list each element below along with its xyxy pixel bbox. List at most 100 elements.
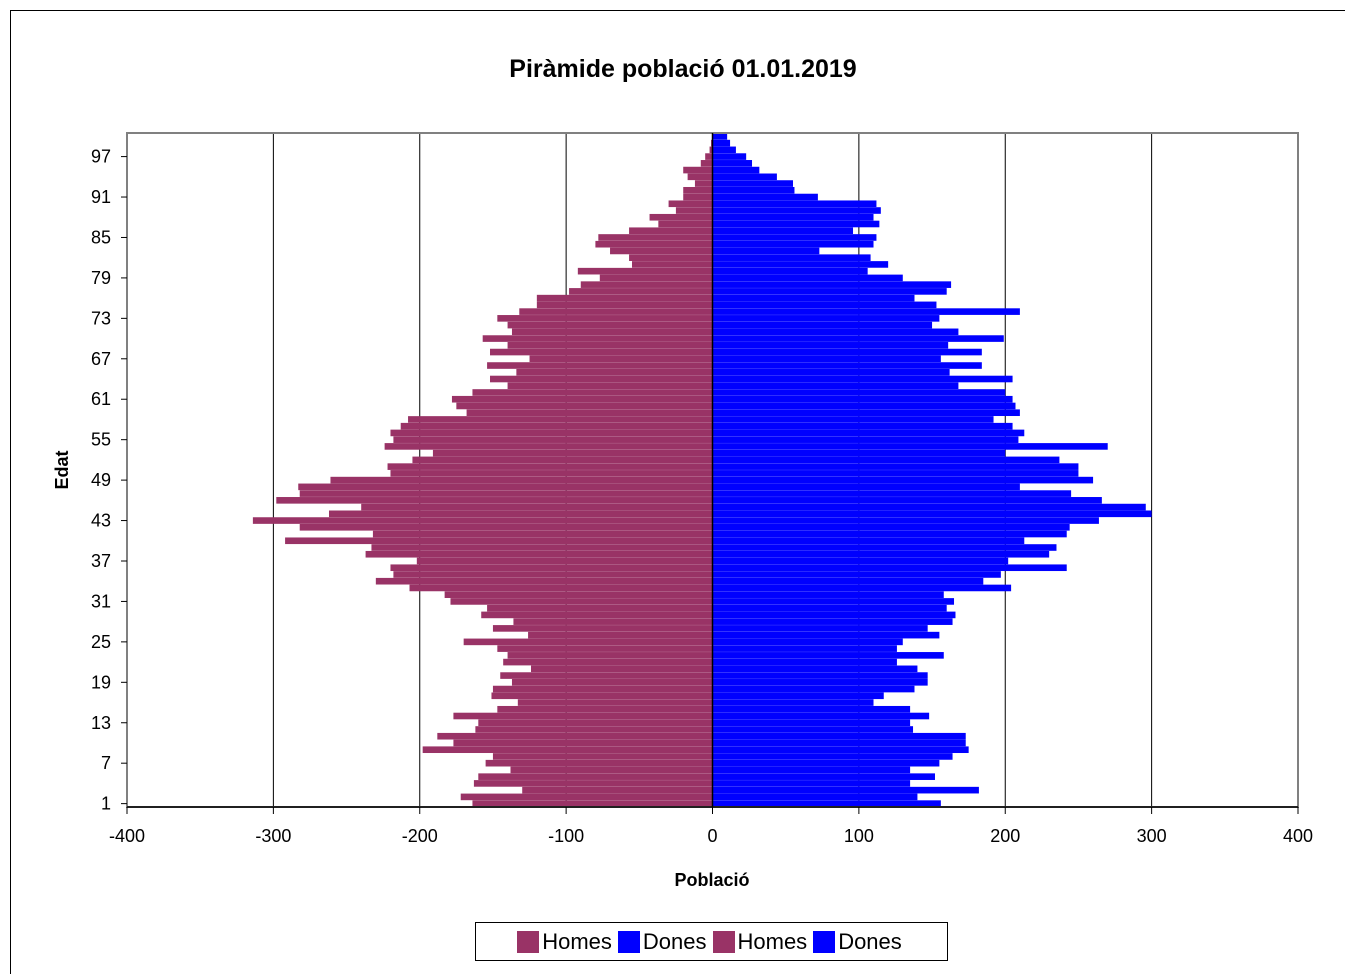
bar-dones-2 (712, 793, 918, 801)
bar-dones-79 (712, 274, 903, 282)
bar-dones-59 (712, 409, 1020, 417)
bar-homes-98 (709, 146, 713, 154)
legend-item: Dones (617, 929, 707, 955)
bar-dones-24 (712, 645, 897, 652)
bar-dones-22 (712, 658, 897, 666)
y-tick-label: 13 (91, 713, 111, 733)
bar-homes-31 (450, 598, 713, 605)
x-tick-label: 200 (990, 826, 1020, 846)
bar-homes-55 (393, 436, 713, 443)
bar-dones-86 (712, 227, 854, 235)
y-tick-label: 79 (91, 268, 111, 288)
bar-homes-83 (610, 247, 713, 255)
bar-dones-91 (712, 193, 818, 201)
bar-homes-10 (453, 739, 713, 747)
bar-homes-81 (631, 261, 713, 268)
y-tick-label: 55 (91, 430, 111, 450)
bar-homes-96 (700, 160, 713, 167)
bar-dones-19 (712, 679, 928, 686)
bar-dones-75 (712, 301, 937, 309)
legend-swatch (813, 930, 836, 953)
bar-dones-57 (712, 422, 1013, 430)
bar-dones-16 (712, 699, 874, 706)
bar-dones-50 (712, 470, 1079, 477)
bar-homes-39 (371, 544, 713, 551)
bar-dones-61 (712, 395, 1013, 403)
bar-dones-7 (712, 759, 940, 767)
bar-homes-43 (252, 517, 713, 524)
bar-homes-92 (683, 186, 713, 194)
bar-homes-40 (285, 537, 713, 545)
bar-dones-64 (712, 375, 1013, 383)
bar-dones-81 (712, 261, 889, 268)
bar-dones-49 (712, 476, 1094, 484)
bar-dones-84 (712, 240, 874, 248)
bar-dones-93 (712, 180, 794, 187)
bar-homes-79 (599, 274, 713, 282)
bar-dones-17 (712, 692, 884, 700)
x-tick-label: 400 (1283, 826, 1313, 846)
bar-dones-46 (712, 497, 1102, 504)
bar-dones-52 (712, 456, 1060, 464)
bar-dones-15 (712, 705, 911, 713)
bar-dones-31 (712, 598, 955, 605)
bar-homes-74 (519, 308, 713, 315)
bar-homes-18 (492, 685, 713, 693)
bar-dones-27 (712, 625, 928, 632)
bar-dones-20 (712, 672, 928, 679)
bar-dones-56 (712, 429, 1025, 437)
y-tick-label: 61 (91, 389, 111, 409)
bar-homes-70 (482, 335, 713, 342)
bar-dones-42 (712, 523, 1070, 531)
bar-dones-74 (712, 308, 1020, 315)
bar-homes-29 (481, 611, 713, 619)
bar-homes-62 (472, 389, 713, 396)
bar-dones-87 (712, 220, 880, 228)
x-axis-label: Població (674, 870, 749, 890)
bar-homes-5 (478, 773, 713, 780)
bar-homes-7 (485, 759, 713, 767)
bar-dones-58 (712, 416, 994, 423)
bar-dones-10 (712, 739, 966, 747)
bar-dones-25 (712, 638, 903, 646)
bar-dones-53 (712, 449, 1006, 457)
bar-dones-83 (712, 247, 820, 255)
bar-homes-13 (478, 719, 713, 727)
bar-dones-72 (712, 321, 933, 329)
chart-frame (10, 10, 1345, 974)
bar-homes-75 (536, 301, 713, 309)
bar-homes-57 (400, 422, 713, 430)
bar-dones-73 (712, 315, 940, 322)
bar-dones-92 (712, 186, 795, 194)
bar-dones-90 (712, 200, 877, 208)
bar-homes-27 (492, 625, 713, 632)
bar-homes-73 (497, 315, 713, 322)
bar-dones-60 (712, 402, 1016, 410)
bar-homes-2 (460, 793, 713, 801)
bar-dones-5 (712, 773, 935, 780)
bar-dones-33 (712, 584, 1012, 592)
bar-homes-76 (536, 294, 713, 302)
bar-homes-58 (408, 416, 713, 423)
y-axis-label: Edat (52, 450, 72, 489)
bar-homes-25 (463, 638, 713, 646)
x-axis-ticks: -400 -300 -200 -100 0 100 200 300 400 (109, 807, 1313, 846)
bar-homes-33 (409, 584, 713, 592)
bar-homes-59 (466, 409, 713, 417)
bar-homes-54 (384, 443, 713, 450)
bar-homes-82 (629, 254, 713, 261)
bar-dones-66 (712, 362, 982, 369)
chart-title: Piràmide població 01.01.2019 (509, 55, 856, 83)
bar-dones-18 (712, 685, 915, 693)
bar-homes-28 (513, 618, 713, 625)
bar-homes-61 (451, 395, 713, 403)
bar-dones-12 (712, 726, 914, 733)
y-tick-label: 25 (91, 632, 111, 652)
bar-homes-1 (472, 800, 713, 807)
bar-dones-80 (712, 267, 868, 275)
legend-label: Homes (542, 928, 612, 954)
bar-homes-26 (528, 631, 713, 639)
bar-dones-88 (712, 213, 874, 221)
bar-homes-9 (422, 746, 713, 754)
bar-dones-6 (712, 766, 911, 774)
